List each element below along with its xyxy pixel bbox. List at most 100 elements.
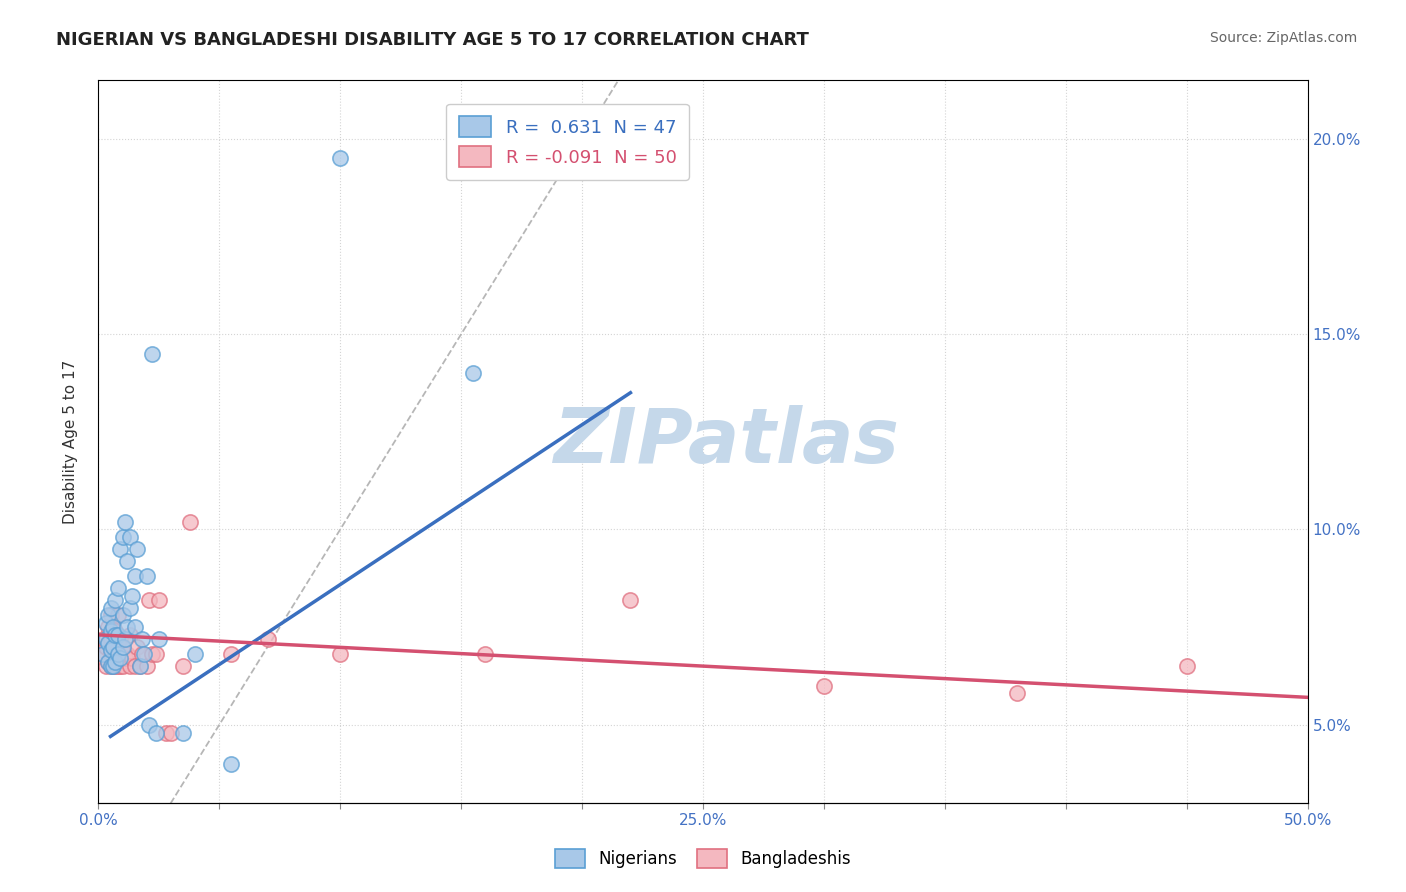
Point <box>221 756 243 771</box>
Point <box>107 608 129 623</box>
Point <box>104 628 127 642</box>
Point <box>221 648 243 662</box>
Point <box>111 608 134 623</box>
Point <box>172 659 194 673</box>
Point <box>135 569 157 583</box>
Point <box>101 640 124 654</box>
Point <box>107 659 129 673</box>
Text: Source: ZipAtlas.com: Source: ZipAtlas.com <box>1209 31 1357 45</box>
Point <box>813 679 835 693</box>
Point <box>97 608 120 623</box>
Point <box>141 346 163 360</box>
Point <box>118 530 141 544</box>
Point <box>138 592 160 607</box>
Point <box>1007 686 1029 700</box>
Point <box>104 648 127 662</box>
Point <box>91 648 114 662</box>
Point <box>256 632 278 646</box>
Point <box>619 592 641 607</box>
Point <box>329 648 352 662</box>
Legend: R =  0.631  N = 47, R = -0.091  N = 50: R = 0.631 N = 47, R = -0.091 N = 50 <box>446 103 689 180</box>
Point <box>135 659 157 673</box>
Point <box>97 655 120 669</box>
Point <box>118 600 141 615</box>
Point <box>145 648 167 662</box>
Point <box>97 620 120 634</box>
Point <box>474 648 496 662</box>
Point <box>138 717 160 731</box>
Point <box>100 624 122 638</box>
Point <box>117 620 139 634</box>
Point <box>97 635 120 649</box>
Point <box>117 554 139 568</box>
Point <box>131 632 153 646</box>
Y-axis label: Disability Age 5 to 17: Disability Age 5 to 17 <box>63 359 77 524</box>
Point <box>124 569 146 583</box>
Point <box>108 541 131 556</box>
Point <box>108 632 131 646</box>
Point <box>97 655 120 669</box>
Point <box>148 592 170 607</box>
Point <box>118 628 141 642</box>
Point <box>141 648 163 662</box>
Point <box>114 515 136 529</box>
Point <box>179 515 201 529</box>
Point <box>134 648 156 662</box>
Point <box>114 632 136 646</box>
Point <box>155 725 177 739</box>
Point <box>127 541 149 556</box>
Point <box>101 620 124 634</box>
Point <box>100 608 122 623</box>
Point <box>91 632 114 646</box>
Point <box>94 616 117 631</box>
Point <box>100 659 122 673</box>
Point <box>100 600 122 615</box>
Point <box>121 589 143 603</box>
Point <box>121 651 143 665</box>
Point <box>184 648 207 662</box>
Point <box>172 725 194 739</box>
Point <box>101 620 124 634</box>
Point <box>107 640 129 654</box>
Point <box>1175 659 1198 673</box>
Point <box>97 635 120 649</box>
Point <box>108 651 131 665</box>
Point <box>128 659 150 673</box>
Point <box>111 530 134 544</box>
Point <box>160 725 183 739</box>
Point <box>94 632 117 646</box>
Point <box>101 659 124 673</box>
Point <box>100 643 122 657</box>
Point <box>107 581 129 595</box>
Point <box>94 640 117 654</box>
Point <box>104 659 127 673</box>
Point <box>107 648 129 662</box>
Point <box>104 655 127 669</box>
Point <box>100 632 122 646</box>
Point <box>127 640 149 654</box>
Point <box>101 659 124 673</box>
Point <box>329 152 352 166</box>
Point <box>108 659 131 673</box>
Point <box>124 620 146 634</box>
Point <box>101 640 124 654</box>
Point <box>111 640 134 654</box>
Point <box>148 632 170 646</box>
Point <box>131 648 153 662</box>
Point <box>114 651 136 665</box>
Point <box>100 648 122 662</box>
Legend: Nigerians, Bangladeshis: Nigerians, Bangladeshis <box>548 842 858 875</box>
Point <box>118 659 141 673</box>
Point <box>104 592 127 607</box>
Point <box>111 659 134 673</box>
Point <box>124 659 146 673</box>
Point <box>91 648 114 662</box>
Point <box>128 659 150 673</box>
Point <box>107 628 129 642</box>
Point <box>111 640 134 654</box>
Text: NIGERIAN VS BANGLADESHI DISABILITY AGE 5 TO 17 CORRELATION CHART: NIGERIAN VS BANGLADESHI DISABILITY AGE 5… <box>56 31 808 49</box>
Point <box>463 366 485 380</box>
Point <box>100 659 122 673</box>
Point <box>94 659 117 673</box>
Text: ZIPatlas: ZIPatlas <box>554 405 900 478</box>
